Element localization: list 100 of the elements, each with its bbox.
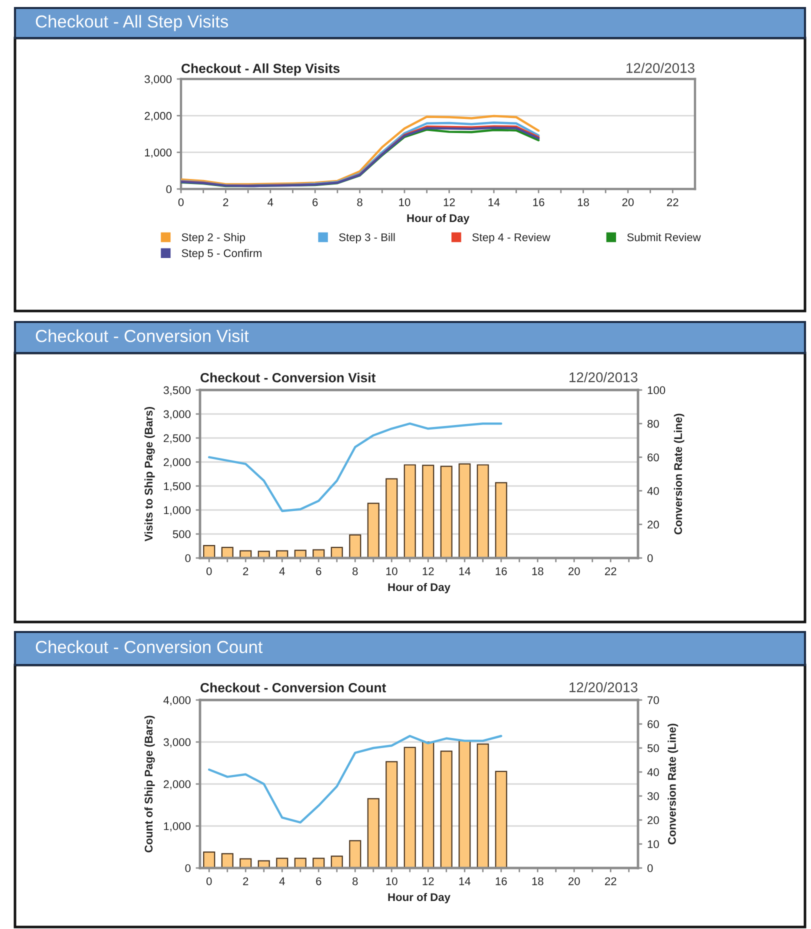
- bar: [422, 741, 434, 868]
- bar: [458, 740, 471, 868]
- bar: [495, 770, 508, 868]
- x-tick-label: 12: [444, 198, 455, 206]
- y-axis-title: Count of Ship Page (Bars): [144, 716, 155, 852]
- bar: [476, 464, 489, 558]
- chart-subtitle: Checkout - Conversion Visit: [200, 372, 376, 382]
- bar: [386, 478, 398, 558]
- y2-axis-title: Conversion Rate (Line): [674, 414, 684, 534]
- y2-tick-label: 30: [647, 792, 659, 800]
- y2-tick-label: 0: [647, 554, 653, 562]
- y2-tick-label: 0: [647, 864, 653, 872]
- y2-tick-label: 60: [648, 453, 659, 462]
- y-tick-label: 1,500: [164, 482, 191, 492]
- x-tick-label: 10: [386, 877, 398, 886]
- x-tick-label: 6: [316, 877, 322, 886]
- x-tick-label: 14: [459, 567, 470, 576]
- bar: [367, 798, 380, 868]
- line-series: [208, 734, 502, 824]
- legend-label: Step 4 - Review: [472, 233, 550, 244]
- y-tick-label: 1,000: [145, 148, 172, 158]
- y-tick-label: 2,000: [144, 112, 172, 122]
- bar: [240, 550, 252, 558]
- bar: [349, 840, 362, 868]
- y2-tick-label: 70: [648, 696, 659, 704]
- x-tick-label: 8: [352, 877, 358, 886]
- bar: [404, 464, 416, 558]
- y-tick-label: 2,000: [164, 458, 191, 468]
- y-tick-label: 0: [185, 554, 191, 562]
- legend-label: Step 5 - Confirm: [182, 248, 262, 260]
- y2-tick-label: 60: [648, 720, 659, 728]
- x-tick-label: 14: [459, 877, 470, 886]
- x-tick-label: 18: [578, 198, 589, 206]
- chart-subtitle: Checkout - Conversion Count: [200, 682, 386, 692]
- y2-tick-label: 20: [648, 520, 659, 529]
- y-tick-label: 500: [172, 530, 191, 538]
- y-tick-label: 3,000: [164, 410, 191, 420]
- y-tick-label: 3,000: [144, 75, 172, 84]
- x-tick-label: 12: [422, 567, 434, 576]
- chart-subtitle: Checkout - All Step Visits: [182, 63, 340, 76]
- bar: [221, 546, 234, 558]
- x-tick-label: 2: [243, 567, 248, 576]
- chart-title: Checkout - Conversion Visit: [36, 329, 249, 342]
- y-tick-label: 0: [185, 864, 191, 872]
- x-tick-label: 22: [667, 198, 678, 206]
- x-tick-label: 18: [532, 567, 544, 576]
- y2-tick-label: 20: [648, 816, 659, 824]
- y-tick-label: 3,000: [164, 738, 191, 748]
- y-tick-label: 4,000: [163, 696, 191, 706]
- bar: [330, 546, 343, 558]
- x-tick-label: 6: [316, 567, 322, 576]
- bar: [404, 746, 416, 868]
- x-tick-label: 22: [605, 877, 616, 886]
- y-axis-title: Visits to Ship Page (Bars): [144, 407, 155, 542]
- legend-label: Step 2 - Ship: [182, 233, 246, 244]
- y2-tick-label: 50: [647, 744, 659, 752]
- y-tick-label: 1,000: [164, 822, 191, 832]
- bar: [458, 463, 471, 558]
- x-tick-label: 8: [352, 567, 358, 576]
- x-tick-label: 10: [386, 567, 398, 576]
- x-tick-label: 22: [605, 567, 616, 576]
- y-tick-label: 2,500: [164, 434, 191, 444]
- y2-tick-label: 10: [648, 840, 659, 848]
- bar: [476, 744, 489, 868]
- x-tick-label: 4: [268, 198, 274, 206]
- x-tick-label: 20: [622, 198, 634, 206]
- x-tick-label: 8: [357, 198, 362, 206]
- bar: [203, 544, 216, 558]
- x-tick-label: 4: [279, 567, 285, 576]
- x-tick-label: 20: [568, 877, 580, 886]
- x-tick-label: 16: [496, 877, 507, 886]
- x-tick-label: 16: [533, 198, 544, 206]
- chart-title: Checkout - Conversion Count: [36, 640, 263, 654]
- legend-label: Step 3 - Bill: [339, 233, 395, 244]
- y-tick-label: 1,000: [164, 506, 191, 516]
- bar: [203, 851, 216, 868]
- x-tick-label: 0: [206, 567, 212, 576]
- text: 12/20/2013: [570, 372, 638, 382]
- bar: [330, 856, 343, 868]
- x-tick-label: 6: [312, 198, 318, 206]
- bar: [495, 482, 508, 558]
- x-axis-title: Hour of Day: [388, 892, 450, 904]
- bar: [349, 534, 362, 558]
- text: 12/20/2013: [626, 62, 694, 73]
- text: 12/20/2013: [570, 682, 638, 692]
- x-tick-label: 4: [279, 877, 285, 886]
- bar: [240, 858, 252, 868]
- chart-title: Checkout - All Step Visits: [36, 14, 228, 32]
- x-tick-label: 12: [422, 877, 434, 886]
- bar: [367, 502, 380, 558]
- y-tick-label: 3,500: [164, 386, 191, 396]
- y-tick-label: 2,000: [164, 780, 191, 790]
- x-tick-label: 0: [206, 877, 212, 886]
- x-tick-label: 20: [568, 567, 580, 576]
- x-tick-label: 2: [223, 198, 228, 206]
- bar: [440, 750, 452, 868]
- y2-tick-label: 40: [647, 487, 659, 495]
- x-tick-label: 18: [532, 877, 544, 886]
- bar: [422, 464, 434, 558]
- bar: [221, 853, 234, 868]
